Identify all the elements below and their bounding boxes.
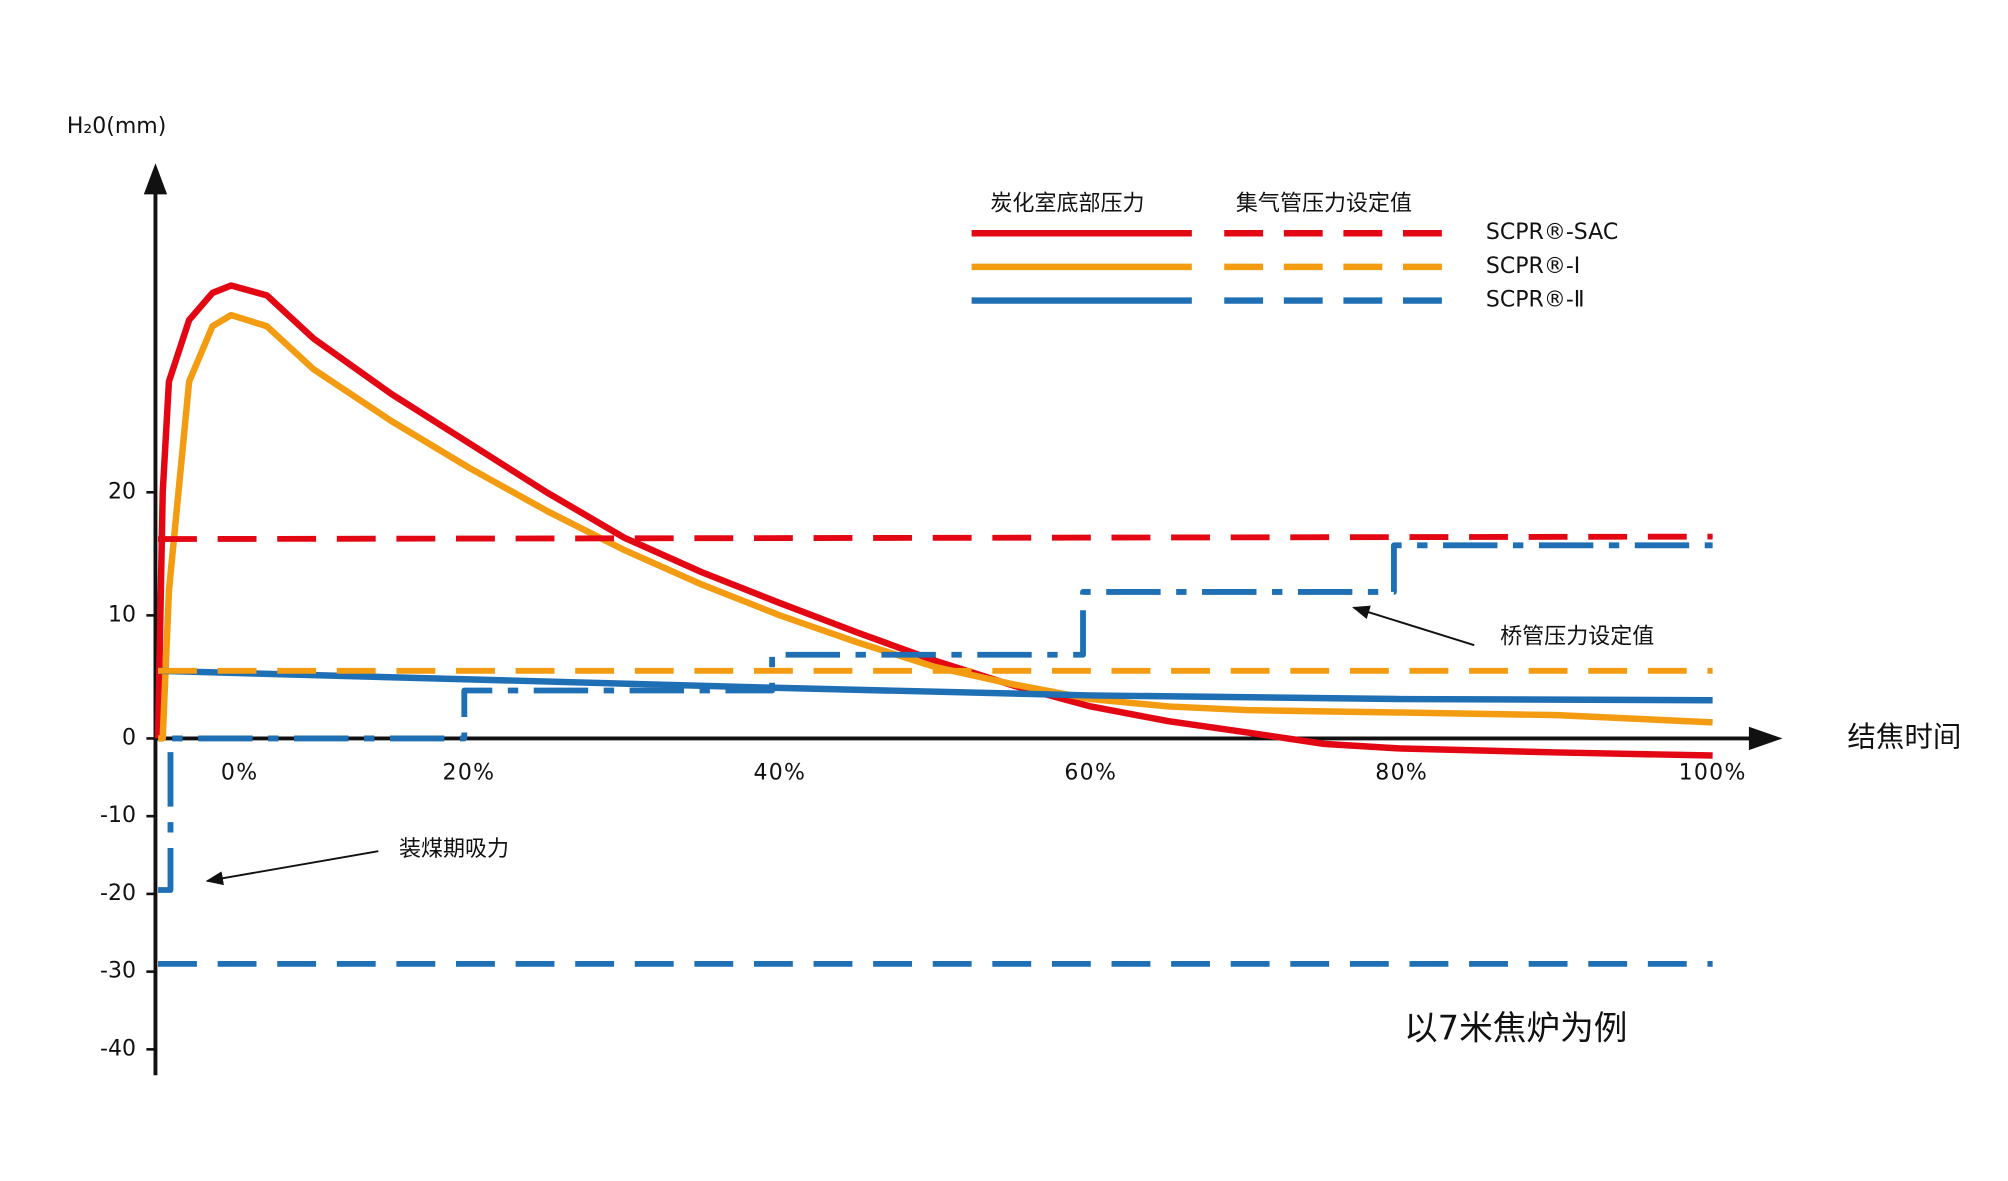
legend-label: SCPR®-Ⅱ <box>1486 288 1585 313</box>
y-axis-arrow <box>143 163 168 195</box>
x-axis-title: 结焦时间 <box>1847 720 1961 753</box>
series-line <box>158 533 1713 542</box>
series-line <box>157 667 1713 704</box>
x-tick-label: 40% <box>753 760 806 785</box>
y-axis-title: H₂0(mm) <box>67 114 166 139</box>
x-tick-label: 0% <box>221 760 259 785</box>
legend-column-header: 集气管压力设定值 <box>1236 192 1412 217</box>
series-line <box>154 282 1713 759</box>
y-tick-label: 0 <box>122 725 136 750</box>
series-line <box>158 311 1713 742</box>
y-tick-label: -20 <box>100 881 136 906</box>
y-tick-label: -40 <box>100 1036 136 1061</box>
x-tick-label: 20% <box>443 760 496 785</box>
x-tick-label: 100% <box>1679 760 1747 785</box>
annotation: 装煤期吸力 <box>399 837 509 862</box>
annotation: 以7米焦炉为例 <box>1404 1008 1627 1047</box>
y-tick-label: -30 <box>100 959 136 984</box>
annotation-arrow <box>1352 605 1475 647</box>
series-line <box>158 542 1713 893</box>
legend-label: SCPR®-SAC <box>1486 220 1618 245</box>
annotation: 桥管压力设定值 <box>1500 624 1654 649</box>
x-tick-label: 80% <box>1375 760 1428 785</box>
legend-column-header: 炭化室底部压力 <box>990 192 1144 217</box>
legend-label: SCPR®-I <box>1486 254 1580 279</box>
x-axis-arrow <box>1748 726 1783 751</box>
y-tick-label: 20 <box>108 479 136 504</box>
annotation-arrow <box>205 850 379 886</box>
y-tick-label: -10 <box>100 803 136 828</box>
y-tick-label: 10 <box>108 602 136 627</box>
x-tick-label: 60% <box>1064 760 1117 785</box>
